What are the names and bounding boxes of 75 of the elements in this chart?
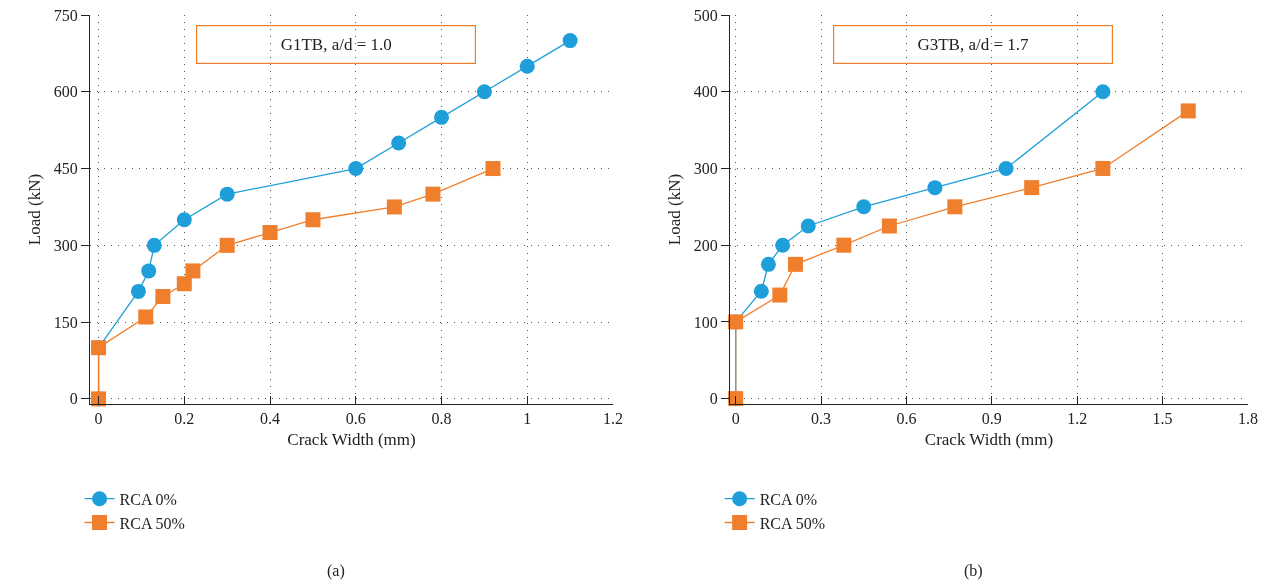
y-axis-title: Load (kN): [25, 173, 45, 246]
point: [787, 256, 803, 272]
point: [1095, 160, 1111, 176]
x-axis-title: Crack Width (mm): [287, 429, 416, 449]
point: [391, 135, 407, 151]
x-tick-label: 1.2: [1067, 410, 1088, 428]
legend-label: RCA 0%: [759, 490, 817, 508]
point: [185, 263, 201, 279]
point: [386, 199, 402, 215]
point: [760, 256, 776, 272]
point: [176, 212, 192, 228]
y-tick-label: 0: [709, 390, 718, 408]
point: [1095, 84, 1111, 100]
y-tick-label: 600: [53, 83, 78, 101]
y-axis-title: Load (kN): [665, 173, 685, 246]
text: (a): [327, 562, 345, 580]
y-tick-label: 200: [693, 236, 718, 254]
point: [947, 199, 963, 215]
point: [562, 33, 578, 49]
point: [434, 109, 450, 125]
point: [476, 84, 492, 100]
x-tick-label: 0.4: [260, 410, 281, 428]
x-tick-label: 0.3: [811, 410, 832, 428]
point: [176, 276, 192, 292]
point: [998, 160, 1014, 176]
point: [881, 218, 897, 234]
x-axis-title: Crack Width (mm): [924, 429, 1054, 449]
point: [836, 237, 852, 253]
point: [305, 212, 321, 228]
point: [519, 58, 535, 74]
point: [219, 186, 235, 202]
x-tick-label: 0: [94, 410, 103, 428]
point: [800, 218, 816, 234]
y-tick-label: 300: [53, 236, 78, 254]
point: [485, 161, 501, 177]
point: [138, 309, 154, 325]
point: [856, 199, 872, 215]
x-tick-label: 0.2: [174, 410, 195, 428]
point: [146, 237, 162, 253]
point: [775, 237, 791, 253]
point: [1180, 103, 1196, 119]
point: [753, 283, 769, 299]
x-tick-label: 1.5: [1152, 410, 1173, 428]
annotation: G3TB, a/d = 1.7: [917, 35, 1029, 55]
point: [141, 263, 157, 279]
x-tick-label: 1: [523, 410, 532, 428]
annotation: G1TB, a/d = 1.0: [280, 35, 392, 55]
legend-label: RCA 50%: [119, 514, 185, 532]
y-tick-label: 0: [69, 390, 78, 408]
point: [130, 283, 146, 299]
legend-label: RCA 0%: [119, 490, 177, 508]
point: [348, 161, 364, 177]
text: (b): [964, 562, 983, 580]
x-tick-label: 0.6: [345, 410, 366, 428]
x-tick-label: 0.6: [896, 410, 917, 428]
point: [927, 180, 943, 196]
y-tick-label: 450: [53, 160, 78, 178]
legend-label: RCA 50%: [759, 514, 825, 532]
x-tick-label: 1.2: [603, 410, 623, 428]
y-tick-label: 500: [693, 6, 718, 24]
x-tick-label: 0.9: [981, 410, 1002, 428]
point: [772, 287, 788, 303]
y-tick-label: 750: [53, 6, 78, 24]
x-tick-label: 1.8: [1238, 410, 1258, 428]
y-tick-label: 150: [53, 313, 78, 331]
point: [155, 289, 171, 305]
x-tick-label: 0: [731, 410, 740, 428]
y-tick-label: 300: [693, 160, 718, 178]
point: [219, 237, 235, 253]
point: [1024, 180, 1040, 196]
y-tick-label: 400: [693, 83, 718, 101]
point: [262, 225, 278, 241]
x-tick-label: 0.8: [431, 410, 452, 428]
y-tick-label: 100: [693, 313, 718, 331]
point: [425, 186, 441, 202]
